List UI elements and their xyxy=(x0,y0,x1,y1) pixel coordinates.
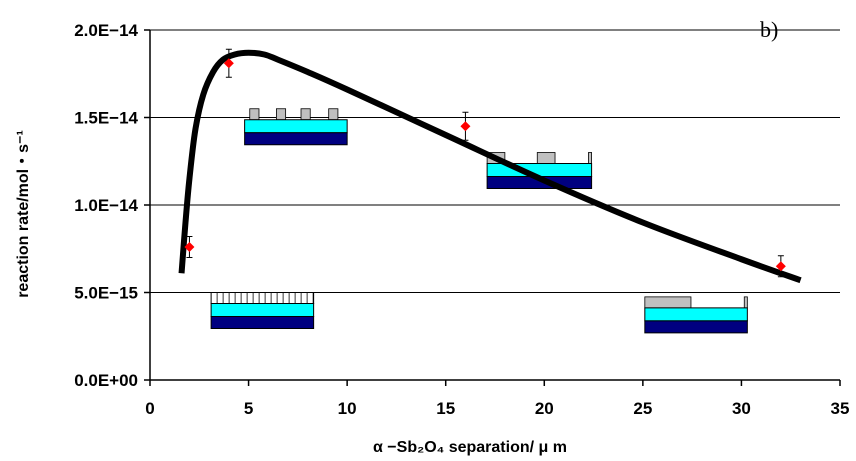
x-tick-label: 20 xyxy=(535,399,554,418)
x-tick-label: 25 xyxy=(633,399,652,418)
bump xyxy=(328,108,339,121)
x-tick-label: 30 xyxy=(732,399,751,418)
y-tick-label: 1.5E−14 xyxy=(74,109,138,128)
gridlines xyxy=(150,29,840,293)
inset-dense-fine-array xyxy=(210,292,315,329)
x-tick-label: 35 xyxy=(831,399,850,418)
x-axis-label: α −Sb₂O₄ separation/ μ m xyxy=(373,439,567,456)
bump xyxy=(743,296,748,309)
x-tick-label: 10 xyxy=(338,399,357,418)
bump xyxy=(588,152,593,164)
panel-label: b) xyxy=(760,17,778,42)
top-layer xyxy=(244,119,348,134)
fit-curve xyxy=(178,49,802,284)
top-layer xyxy=(644,307,748,322)
inset-4um-array xyxy=(244,108,348,146)
inset-16um-array xyxy=(486,152,593,189)
axes xyxy=(144,29,841,386)
data-points xyxy=(184,48,786,278)
x-tick-labels: 0 5 10 15 20 25 30 35 xyxy=(145,399,849,418)
bottom-layer xyxy=(644,320,748,334)
bump xyxy=(276,108,287,121)
bump xyxy=(644,296,692,309)
bump-row xyxy=(210,292,315,304)
y-tick-label: 1.0E−14 xyxy=(74,196,138,215)
data-point xyxy=(775,261,786,272)
data-point xyxy=(184,242,195,252)
bottom-layer xyxy=(244,132,348,146)
y-tick-labels: 0.0E+00 5.0E−15 1.0E−14 1.5E−14 2.0E−14 xyxy=(74,21,138,390)
top-layer xyxy=(210,303,315,317)
y-tick-label: 2.0E−14 xyxy=(74,21,138,40)
data-point xyxy=(223,58,234,69)
x-tick-label: 15 xyxy=(436,399,455,418)
bottom-layer xyxy=(210,316,315,329)
x-tick-label: 5 xyxy=(244,399,253,418)
y-tick-label: 5.0E−15 xyxy=(74,284,138,303)
bump xyxy=(300,108,311,121)
y-tick-label: 0.0E+00 xyxy=(74,371,138,390)
bump xyxy=(536,152,556,164)
top-layer xyxy=(486,163,593,177)
bump xyxy=(249,108,260,121)
y-axis-label: reaction rate/mol・s⁻¹ xyxy=(15,130,32,298)
inset-32um-array xyxy=(644,296,748,334)
x-tick-label: 0 xyxy=(145,399,154,418)
insets xyxy=(210,108,748,334)
data-point xyxy=(460,121,471,132)
